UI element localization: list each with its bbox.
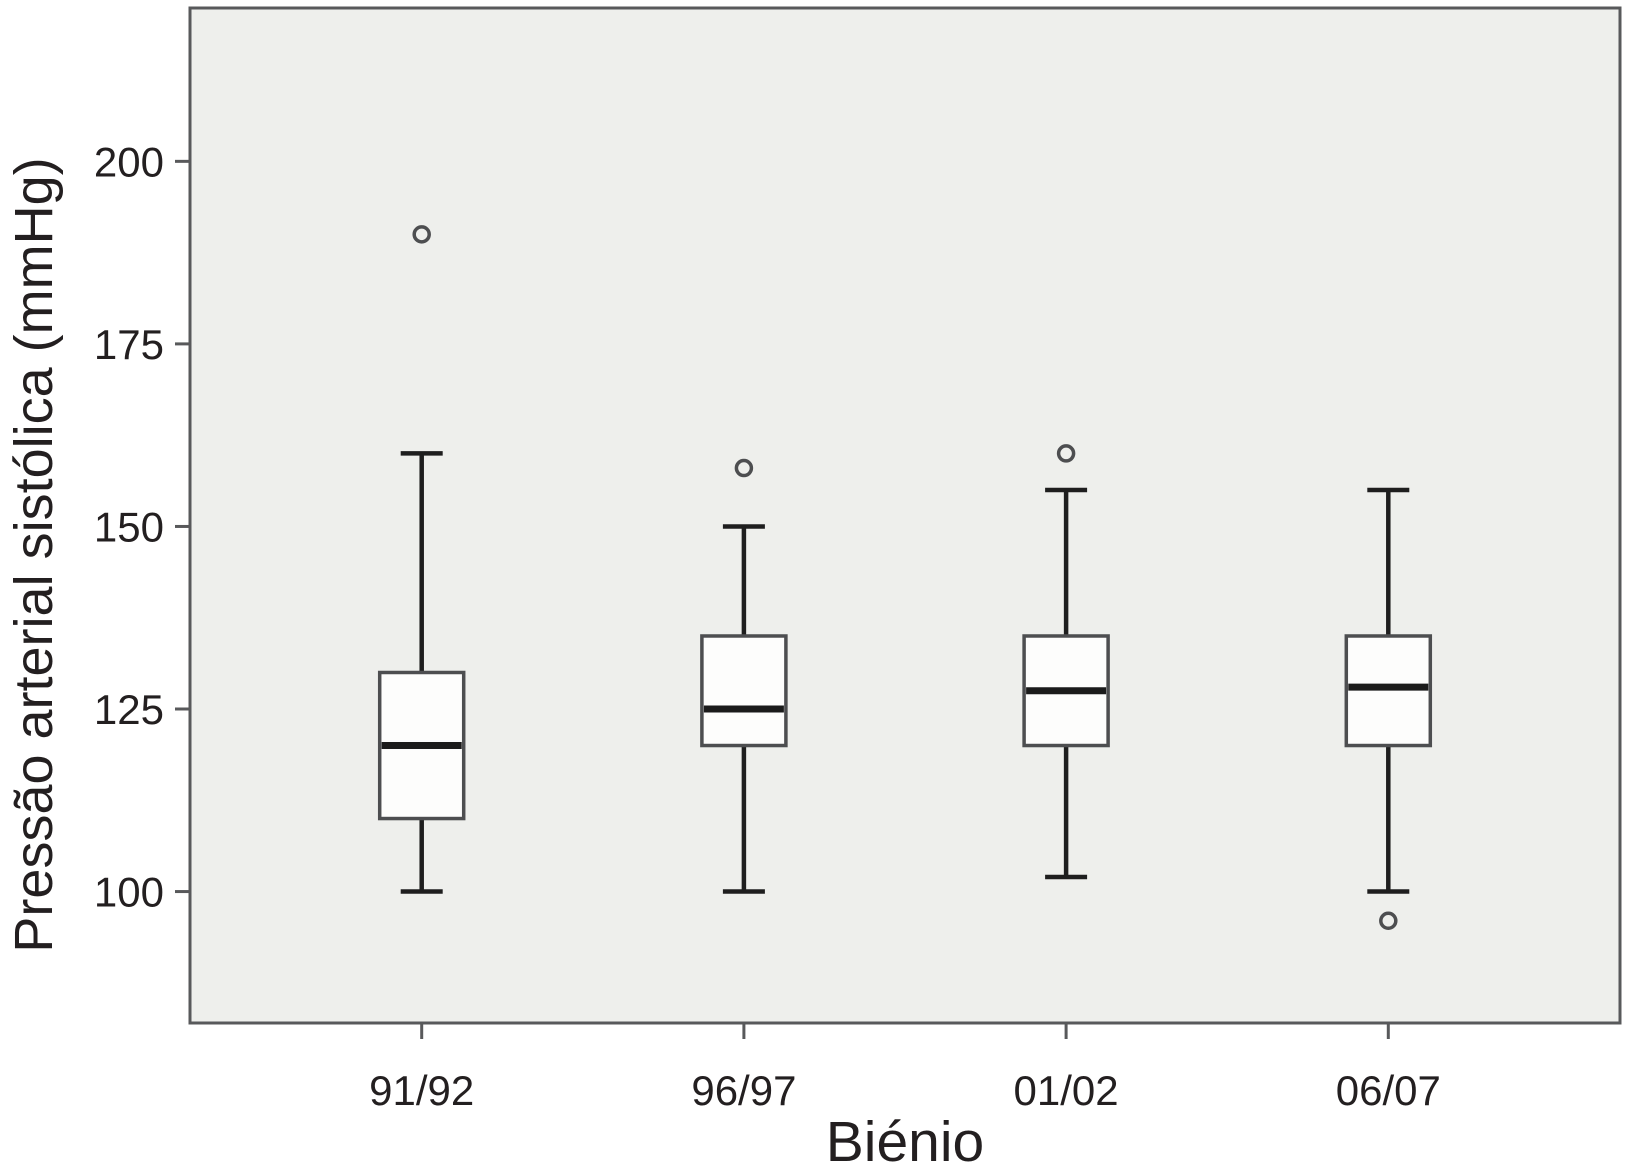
outlier-point-96-97-158 <box>734 458 754 478</box>
iqr-box-96-97 <box>700 634 788 748</box>
iqr-box-06-07 <box>1344 634 1433 748</box>
plot-layer: 100 125 150 175 200 91/92 96/97 01/02 06/07 <box>94 6 1622 1114</box>
x-tick-label-01-02: 01/02 <box>1014 1067 1119 1114</box>
y-tick-label-150: 150 <box>94 503 164 550</box>
outlier-point-01-02-160 <box>1056 444 1076 463</box>
y-tick-label-100: 100 <box>94 869 164 916</box>
plot-area <box>188 6 1622 1025</box>
x-axis-title: Biénio <box>826 1110 984 1171</box>
y-tick-label-125: 125 <box>94 686 164 733</box>
x-tick-label-06-07: 06/07 <box>1336 1067 1441 1114</box>
y-tick-label-200: 200 <box>94 138 164 185</box>
y-axis-title: Pressão arterial sistólica (mmHg) <box>4 157 64 952</box>
x-tick-label-96-97: 96/97 <box>691 1067 796 1114</box>
outlier-point-91-92-190 <box>412 225 431 244</box>
x-tick-label-91-92: 91/92 <box>369 1067 474 1114</box>
outlier-point-06-07-96 <box>1379 911 1398 931</box>
y-tick-label-175: 175 <box>94 321 164 368</box>
